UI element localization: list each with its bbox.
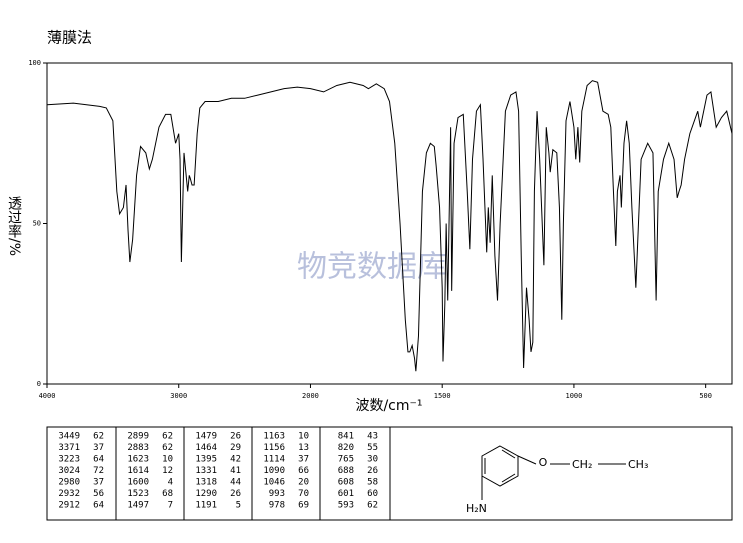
x-tick-label: 500 [699, 392, 712, 400]
double-bond [501, 473, 516, 483]
table-transmittance: 62 [93, 432, 104, 442]
table-wavenumber: 1290 [195, 489, 217, 499]
table-wavenumber: 1046 [263, 478, 285, 488]
double-bond [501, 449, 516, 459]
table-wavenumber: 1163 [263, 432, 285, 442]
table-wavenumber: 820 [338, 443, 354, 453]
table-transmittance: 26 [367, 466, 378, 476]
table-transmittance: 62 [162, 432, 173, 442]
y-tick-label: 100 [28, 59, 41, 67]
table-transmittance: 55 [367, 443, 378, 453]
table-wavenumber: 3449 [58, 432, 80, 442]
table-wavenumber: 1479 [195, 432, 217, 442]
table-wavenumber: 1600 [127, 478, 149, 488]
table-wavenumber: 2899 [127, 432, 149, 442]
table-transmittance: 68 [162, 489, 173, 499]
table-transmittance: 64 [93, 455, 104, 465]
table-wavenumber: 1497 [127, 501, 149, 511]
table-transmittance: 30 [367, 455, 378, 465]
table-transmittance: 66 [298, 466, 309, 476]
table-wavenumber: 993 [269, 489, 285, 499]
table-wavenumber: 2980 [58, 478, 80, 488]
table-transmittance: 29 [230, 443, 241, 453]
table-wavenumber: 3024 [58, 466, 80, 476]
table-transmittance: 43 [367, 432, 378, 442]
spectrum-line [46, 80, 733, 372]
atom-label: O [539, 456, 548, 469]
table-wavenumber: 1191 [195, 501, 217, 511]
x-tick-label: 1500 [434, 392, 451, 400]
benzene-ring [481, 445, 626, 500]
table-wavenumber: 841 [338, 432, 354, 442]
ring [481, 445, 519, 487]
table-wavenumber: 1114 [263, 455, 285, 465]
table-wavenumber: 688 [338, 466, 354, 476]
table-transmittance: 37 [298, 455, 309, 465]
y-tick-label: 0 [37, 380, 41, 388]
x-tick-label: 4000 [39, 392, 56, 400]
table-wavenumber: 2883 [127, 443, 149, 453]
table-transmittance: 12 [162, 466, 173, 476]
table-transmittance: 69 [298, 501, 309, 511]
table-wavenumber: 765 [338, 455, 354, 465]
table-wavenumber: 1156 [263, 443, 285, 453]
table-wavenumber: 2912 [58, 501, 80, 511]
table-transmittance: 42 [230, 455, 241, 465]
atom-label: CH₂ [572, 458, 592, 471]
y-axis-label: 透过率/% [6, 196, 22, 256]
table-wavenumber: 1331 [195, 466, 217, 476]
table-wavenumber: 1395 [195, 455, 217, 465]
table-transmittance: 10 [162, 455, 173, 465]
table-transmittance: 41 [230, 466, 241, 476]
x-tick-label: 1000 [565, 392, 582, 400]
table-wavenumber: 978 [269, 501, 285, 511]
x-tick-label: 2000 [302, 392, 319, 400]
table-transmittance: 64 [93, 501, 104, 511]
plot-frame [46, 62, 733, 385]
table-transmittance: 60 [367, 489, 378, 499]
table-transmittance: 4 [168, 478, 173, 488]
table-wavenumber: 1614 [127, 466, 149, 476]
table-wavenumber: 1464 [195, 443, 217, 453]
table-transmittance: 72 [93, 466, 104, 476]
table-wavenumber: 1523 [127, 489, 149, 499]
table-transmittance: 37 [93, 478, 104, 488]
table-transmittance: 5 [236, 501, 241, 511]
table-wavenumber: 1090 [263, 466, 285, 476]
table-wavenumber: 3371 [58, 443, 80, 453]
table-wavenumber: 593 [338, 501, 354, 511]
table-transmittance: 44 [230, 478, 241, 488]
table-wavenumber: 601 [338, 489, 354, 499]
table-transmittance: 10 [298, 432, 309, 442]
table-wavenumber: 608 [338, 478, 354, 488]
table-transmittance: 62 [162, 443, 173, 453]
table-transmittance: 20 [298, 478, 309, 488]
atom-label: H₂N [466, 502, 487, 515]
table-transmittance: 13 [298, 443, 309, 453]
table-wavenumber: 2932 [58, 489, 80, 499]
x-tick-label: 3000 [170, 392, 187, 400]
table-transmittance: 62 [367, 501, 378, 511]
y-tick-label: 50 [33, 220, 41, 228]
table-transmittance: 26 [230, 432, 241, 442]
x-axis-label: 波数/cm⁻¹ [355, 398, 422, 414]
table-transmittance: 56 [93, 489, 104, 499]
table-wavenumber: 1623 [127, 455, 149, 465]
table-separators [115, 427, 391, 520]
table-transmittance: 58 [367, 478, 378, 488]
table-transmittance: 70 [298, 489, 309, 499]
table-transmittance: 7 [168, 501, 173, 511]
bond [517, 455, 537, 465]
atom-label: CH₃ [628, 458, 648, 471]
table-transmittance: 37 [93, 443, 104, 453]
table-wavenumber: 1318 [195, 478, 217, 488]
chart-title: 薄膜法 [47, 29, 92, 47]
watermark: 物竞数据库 [297, 250, 447, 285]
table-transmittance: 26 [230, 489, 241, 499]
table-wavenumber: 3223 [58, 455, 80, 465]
